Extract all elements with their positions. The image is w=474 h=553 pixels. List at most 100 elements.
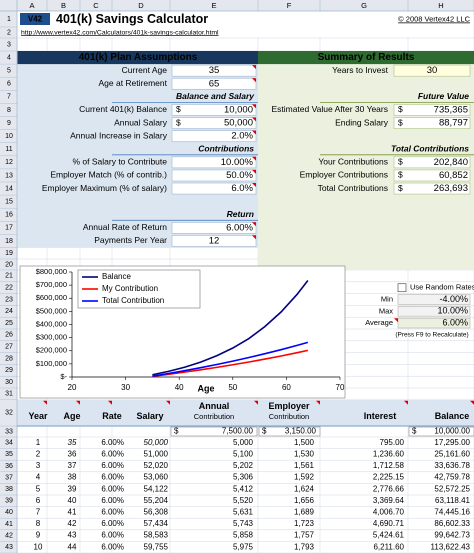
table-header-text: Contribution bbox=[194, 412, 234, 421]
section-heading: Total Contributions bbox=[391, 144, 469, 154]
y-tick-label: $800,000 bbox=[36, 267, 67, 276]
table-cell: 5,975 bbox=[233, 542, 254, 551]
input-value: 35 bbox=[209, 65, 220, 76]
input-value: 6.00% bbox=[226, 222, 253, 233]
table-cell: 1,530 bbox=[294, 450, 315, 459]
table-header-text: Contribution bbox=[269, 412, 309, 421]
table-cell: 1,561 bbox=[294, 461, 315, 470]
table-cell: 1,656 bbox=[294, 496, 315, 505]
input-cell bbox=[171, 235, 257, 247]
comment-marker bbox=[252, 65, 256, 70]
x-tick-label: 30 bbox=[121, 383, 130, 392]
table-cell: 2,776.66 bbox=[373, 484, 405, 493]
table-cell: 6.00% bbox=[101, 484, 124, 493]
rate-label: Min bbox=[381, 294, 393, 303]
table-cell: 6,211.60 bbox=[373, 542, 404, 551]
table-cell: 25,161.60 bbox=[434, 450, 470, 459]
series-line bbox=[152, 341, 309, 377]
row-number: 26 bbox=[5, 332, 13, 339]
x-tick-label: 50 bbox=[228, 383, 237, 392]
column-header: D bbox=[138, 1, 144, 10]
table-cell: 53,060 bbox=[144, 473, 169, 482]
table-cell: 1,757 bbox=[294, 531, 315, 540]
result-value: 88,797 bbox=[439, 118, 468, 129]
row-number: 23 bbox=[5, 296, 13, 303]
comment-marker bbox=[470, 400, 474, 405]
table-cell: 52,572.25 bbox=[434, 484, 470, 493]
table-cell: 5,631 bbox=[233, 508, 254, 517]
copyright-link[interactable]: © 2008 Vertex42 LLC bbox=[398, 14, 470, 23]
comment-marker bbox=[252, 78, 256, 83]
table-cell: 5,306 bbox=[233, 473, 254, 482]
table-header-text: Year bbox=[28, 411, 48, 421]
table-cell: 42 bbox=[68, 519, 77, 528]
table-cell: 74,445.16 bbox=[434, 508, 470, 517]
y-tick-label: $100,000 bbox=[36, 359, 67, 368]
row-number: 37 bbox=[5, 474, 13, 481]
rate-cell bbox=[397, 317, 471, 329]
row-number: 10 bbox=[5, 133, 13, 140]
column-header: E bbox=[211, 1, 216, 10]
series-line bbox=[152, 279, 309, 376]
comment-marker bbox=[252, 235, 256, 240]
row-number: 6 bbox=[7, 81, 11, 88]
rate-cell bbox=[397, 294, 471, 305]
row-number: 34 bbox=[5, 440, 13, 447]
start-cell bbox=[408, 426, 474, 437]
input-cell bbox=[171, 77, 257, 90]
summary-title: Summary of Results bbox=[318, 52, 415, 63]
result-cell bbox=[393, 169, 471, 182]
comment-marker bbox=[76, 400, 80, 405]
row-number: 19 bbox=[5, 250, 13, 257]
table-cell: 1,500 bbox=[294, 438, 315, 447]
table-cell: 44 bbox=[68, 542, 77, 551]
y-tick-label: $700,000 bbox=[36, 280, 67, 289]
table-cell: 4,690.71 bbox=[373, 519, 405, 528]
table-cell: 3,369.64 bbox=[373, 496, 405, 505]
row-number: 5 bbox=[7, 67, 11, 74]
table-header-text: Employer bbox=[268, 401, 310, 411]
comment-marker bbox=[252, 156, 256, 161]
rate-value: 10.00% bbox=[437, 306, 468, 316]
row-number: 29 bbox=[5, 367, 13, 374]
assumptions-title: 401(k) Plan Assumptions bbox=[79, 52, 198, 63]
row-number: 41 bbox=[5, 521, 13, 528]
table-cell: 40 bbox=[68, 496, 77, 505]
input-value: 50,000 bbox=[224, 118, 253, 129]
url-link[interactable]: http://www.vertex42.com/Calculators/401k… bbox=[21, 29, 219, 36]
comment-marker bbox=[108, 400, 112, 405]
row-number: 43 bbox=[5, 544, 13, 551]
result-label: Your Contributions bbox=[318, 157, 388, 167]
table-cell: 6 bbox=[36, 496, 41, 505]
table-cell: 51,000 bbox=[144, 450, 169, 459]
currency-sign: $ bbox=[176, 104, 181, 114]
y-tick-label: $400,000 bbox=[36, 319, 67, 328]
table-cell: 56,308 bbox=[144, 508, 169, 517]
result-cell bbox=[393, 64, 471, 77]
row-number: 12 bbox=[5, 159, 13, 166]
start-value: 10,000.00 bbox=[434, 427, 470, 436]
row-number: 28 bbox=[5, 355, 13, 362]
row-number: 18 bbox=[5, 238, 13, 245]
row-number: 17 bbox=[5, 225, 13, 232]
table-cell: 86,602.33 bbox=[434, 519, 470, 528]
column-header: A bbox=[29, 1, 34, 10]
column-header: H bbox=[438, 1, 443, 10]
input-value: 2.0% bbox=[231, 131, 253, 142]
x-axis-label: Age bbox=[197, 383, 214, 393]
table-cell: 54,122 bbox=[144, 484, 169, 493]
table-cell: 7 bbox=[36, 508, 41, 517]
table-cell: 39 bbox=[68, 484, 77, 493]
table-cell: 8 bbox=[36, 519, 41, 528]
table-header-text: Salary bbox=[136, 411, 163, 421]
row-number: 27 bbox=[5, 344, 13, 351]
comment-marker bbox=[252, 130, 256, 135]
legend-label: Total Contribution bbox=[102, 296, 164, 305]
checkbox[interactable] bbox=[397, 283, 407, 293]
table-cell: 5,000 bbox=[233, 438, 254, 447]
title-band bbox=[17, 11, 474, 38]
table-cell: 1,723 bbox=[294, 519, 315, 528]
rate-value: 6.00% bbox=[442, 317, 468, 327]
result-cell bbox=[393, 182, 471, 195]
row-number: 38 bbox=[5, 486, 13, 493]
